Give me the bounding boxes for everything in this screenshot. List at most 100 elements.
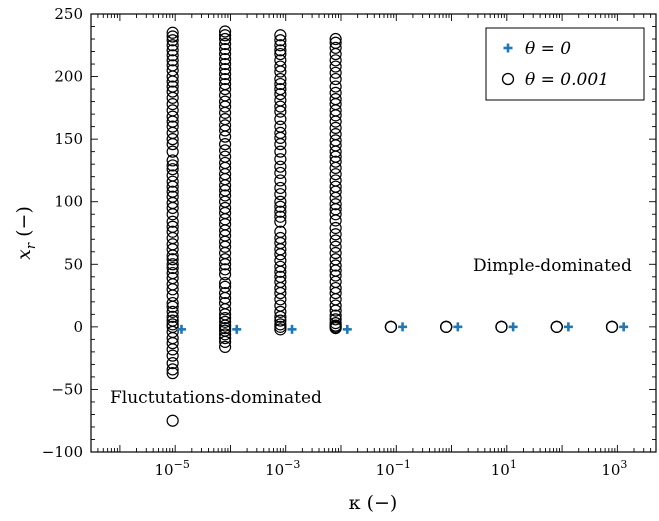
data-point-circle — [166, 357, 179, 370]
x-axis-title: κ (−) — [349, 492, 398, 514]
data-point-circle — [218, 189, 232, 202]
data-point-circle — [218, 340, 232, 353]
data-point-circle — [166, 49, 179, 62]
data-point-circle — [274, 166, 287, 180]
data-point-circle — [166, 363, 179, 376]
y-tick-label: 150 — [54, 130, 83, 148]
data-point-circle — [218, 47, 232, 61]
data-point-circle — [166, 305, 179, 318]
data-point-circle — [329, 60, 342, 73]
data-point-circle — [166, 300, 179, 313]
y-axis-title-main: x — [13, 249, 35, 260]
data-point-circle — [274, 145, 287, 158]
annotation-dimple-dominated: Dimple-dominated — [473, 256, 632, 276]
data-point-circle — [166, 154, 179, 167]
data-point-circle — [274, 60, 287, 73]
data-point-circle — [218, 268, 232, 281]
data-point-circle — [218, 144, 232, 157]
data-point-circle — [218, 29, 232, 42]
data-point-circle — [166, 85, 179, 98]
x-tick-label-base: 10 — [265, 461, 284, 479]
data-point-circle — [329, 41, 342, 54]
data-point-circle — [329, 221, 342, 235]
data-point-circle — [274, 47, 287, 61]
data-point-circle — [329, 208, 342, 221]
data-point-circle — [166, 367, 179, 380]
data-point-circle — [218, 240, 232, 253]
data-point-circle — [166, 243, 179, 256]
y-tick-label: 100 — [54, 193, 83, 211]
data-point-circle — [274, 215, 287, 228]
data-point-circle — [329, 54, 342, 67]
data-point-circle — [274, 323, 287, 336]
data-point-circle — [166, 349, 179, 362]
data-point-plus — [619, 322, 629, 332]
data-point-circle — [166, 180, 179, 193]
data-point-circle — [605, 320, 619, 333]
data-point-circle — [274, 131, 287, 144]
y-tick-label: −100 — [42, 443, 83, 461]
data-point-circle — [274, 310, 287, 323]
data-point-circle — [218, 138, 232, 151]
data-point-circle — [166, 91, 179, 104]
legend-plus-glyph — [503, 43, 513, 53]
x-tick-label-base: 10 — [376, 461, 395, 479]
data-point-circle — [218, 100, 232, 113]
legend-label-theta-0: θ = 0 — [525, 39, 571, 59]
data-point-circle — [329, 121, 342, 134]
data-point-circle — [218, 67, 232, 81]
data-point-circle — [166, 343, 179, 356]
data-point-circle — [166, 30, 179, 43]
data-point-circle — [274, 314, 287, 327]
data-point-circle — [218, 253, 232, 266]
legend-box — [485, 27, 645, 101]
data-point-circle — [274, 113, 287, 126]
y-tick-label: 50 — [64, 255, 83, 273]
data-point-circle — [274, 293, 287, 306]
data-point-circle — [274, 181, 287, 195]
data-point-circle — [329, 161, 342, 175]
data-point-circle — [329, 185, 342, 198]
x-tick-label: 10−3 — [265, 458, 300, 479]
data-point-circle — [329, 72, 342, 86]
y-tick-label: 200 — [54, 68, 83, 86]
data-point-circle — [218, 25, 232, 38]
legend-label-theta-0001: θ = 0.001 — [525, 70, 609, 90]
data-point-circle — [274, 87, 287, 101]
x-tick-label-exponent: −5 — [174, 458, 190, 471]
x-tick-label: 101 — [491, 458, 517, 479]
data-point-plus — [398, 322, 408, 332]
data-point-circle — [166, 34, 179, 47]
data-point-circle — [274, 34, 287, 47]
x-tick-label-exponent: 1 — [510, 458, 517, 471]
x-tick-label-base: 10 — [601, 461, 620, 479]
y-axis-title-unit: (−) — [13, 206, 35, 243]
data-point-circle — [329, 109, 342, 122]
data-point-circle — [166, 225, 179, 238]
data-point-plus — [508, 322, 518, 332]
data-point-circle — [274, 265, 287, 278]
legend-marker-circle-icon — [501, 72, 515, 86]
data-point-circle — [274, 65, 287, 78]
data-point-circle — [166, 261, 179, 275]
data-point-circle — [274, 286, 287, 300]
data-point-circle — [218, 82, 232, 96]
data-point-circle — [329, 198, 342, 211]
data-point-circle — [329, 240, 342, 253]
data-point-circle — [274, 138, 287, 151]
data-point-circle — [166, 258, 179, 271]
data-point-circle — [218, 37, 232, 51]
data-point-circle — [218, 62, 232, 76]
data-point-circle — [166, 120, 179, 133]
x-tick-label: 103 — [601, 458, 627, 479]
data-point-circle — [166, 75, 179, 88]
data-point-circle — [329, 32, 342, 46]
data-point-circle — [166, 215, 179, 228]
data-point-circle — [166, 44, 179, 57]
data-point-circle — [274, 100, 287, 113]
data-point-circle — [218, 315, 232, 328]
data-point-circle — [329, 322, 342, 335]
data-point-circle — [218, 106, 232, 119]
data-point-circle — [329, 246, 342, 260]
data-point-circle — [274, 210, 287, 223]
